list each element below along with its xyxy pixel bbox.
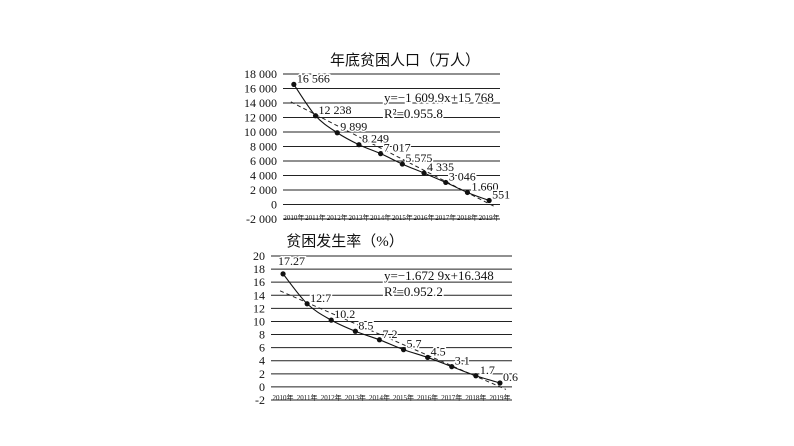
data-point — [376, 337, 383, 343]
data-point — [473, 373, 479, 379]
data-label: 551 — [492, 188, 510, 202]
y-tick-label: 16 — [253, 275, 265, 289]
data-point — [291, 81, 297, 87]
x-tick-label: 2017年 — [441, 393, 462, 402]
x-tick-label: 2015年 — [392, 213, 413, 222]
y-tick-label: 8 — [259, 328, 265, 342]
trend-equation: y=−1 609.9x+15 768 — [384, 90, 494, 105]
x-tick-label: 2013年 — [348, 213, 369, 222]
r-squared: R²=0.955 8 — [384, 106, 443, 121]
data-point — [280, 271, 286, 277]
data-label: 0.6 — [503, 370, 518, 384]
data-point — [449, 364, 455, 370]
chart-title: 年底贫困人口（万人） — [330, 52, 480, 69]
data-point — [497, 380, 503, 386]
data-label: 3 046 — [449, 169, 476, 183]
series-line — [282, 273, 501, 384]
x-tick-label: 2011年 — [297, 393, 318, 402]
data-label: 8.5 — [358, 318, 373, 332]
y-tick-label: 18 000 — [244, 67, 277, 81]
y-tick-label: 14 — [253, 288, 265, 302]
data-label: 5 575 — [405, 151, 432, 165]
data-point — [352, 328, 358, 334]
y-tick-label: 10 — [253, 314, 265, 328]
y-tick-label: 16 000 — [244, 82, 277, 96]
y-tick-label: 2 000 — [250, 183, 277, 197]
data-point — [304, 301, 310, 307]
data-label: 10.2 — [334, 307, 355, 321]
y-tick-label: 20 — [253, 249, 265, 263]
x-tick-label: 2016年 — [417, 393, 438, 402]
data-point — [378, 151, 384, 157]
data-label: 9 899 — [340, 120, 367, 134]
data-point — [356, 142, 362, 148]
x-tick-label: 2014年 — [370, 213, 391, 222]
data-point — [421, 170, 427, 176]
y-tick-label: 0 — [271, 198, 277, 212]
data-point — [443, 179, 449, 186]
x-tick-label: 2018年 — [465, 393, 486, 402]
data-label: 5.7 — [407, 337, 422, 351]
y-tick-label: 4 — [259, 354, 265, 368]
data-label: 3.1 — [455, 354, 470, 368]
y-tick-label: 6 000 — [250, 154, 277, 168]
data-label: 7.2 — [382, 327, 397, 341]
trend-equation: y=−1.672 9x+16.348 — [384, 268, 494, 283]
y-tick-label: 14 000 — [244, 96, 277, 110]
data-point — [328, 317, 334, 323]
data-label: 12.7 — [310, 291, 331, 305]
x-tick-label: 2012年 — [321, 393, 342, 402]
data-label: 8 249 — [362, 132, 389, 146]
y-tick-label: -2 000 — [246, 212, 277, 226]
y-tick-label: 4 000 — [250, 169, 277, 183]
y-tick-label: 12 — [253, 301, 265, 315]
x-tick-label: 2019年 — [489, 393, 510, 402]
data-point — [486, 197, 492, 204]
x-tick-label: 2019年 — [479, 213, 500, 222]
y-tick-label: 12 000 — [244, 111, 277, 125]
r-squared: R²=0.952 2 — [384, 284, 443, 299]
data-label: 4.5 — [431, 344, 446, 358]
data-point — [399, 161, 405, 167]
x-tick-label: 2014年 — [369, 393, 390, 402]
y-tick-label: 0 — [259, 380, 265, 394]
data-label: 17.27 — [278, 254, 305, 268]
x-tick-label: 2012年 — [327, 213, 348, 222]
data-label: 1.7 — [480, 363, 495, 377]
y-tick-label: -2 — [255, 393, 265, 407]
series-line — [293, 84, 490, 202]
data-point — [334, 130, 340, 136]
x-tick-label: 2015年 — [393, 393, 414, 402]
x-tick-label: 2017年 — [435, 213, 456, 222]
data-point — [425, 354, 431, 361]
x-tick-label: 2011年 — [305, 213, 326, 222]
data-label: 16 566 — [297, 71, 330, 85]
data-label: 12 238 — [319, 103, 352, 117]
chart-title: 贫困发生率（%） — [286, 233, 404, 250]
y-tick-label: 6 — [259, 341, 265, 355]
x-tick-label: 2010年 — [273, 393, 294, 402]
x-tick-label: 2010年 — [283, 213, 304, 222]
y-tick-label: 10 000 — [244, 125, 277, 139]
data-point — [464, 189, 471, 196]
data-label: 1 660 — [471, 179, 498, 193]
y-tick-label: 18 — [253, 262, 265, 276]
data-point — [312, 113, 319, 119]
x-tick-label: 2016年 — [414, 213, 435, 222]
data-point — [400, 347, 407, 353]
y-tick-label: 8 000 — [250, 140, 277, 154]
data-label: 4 335 — [427, 160, 454, 174]
x-tick-label: 2018年 — [457, 213, 478, 222]
x-tick-label: 2013年 — [345, 393, 366, 402]
data-label: 7 017 — [384, 141, 411, 155]
y-tick-label: 2 — [259, 367, 265, 381]
